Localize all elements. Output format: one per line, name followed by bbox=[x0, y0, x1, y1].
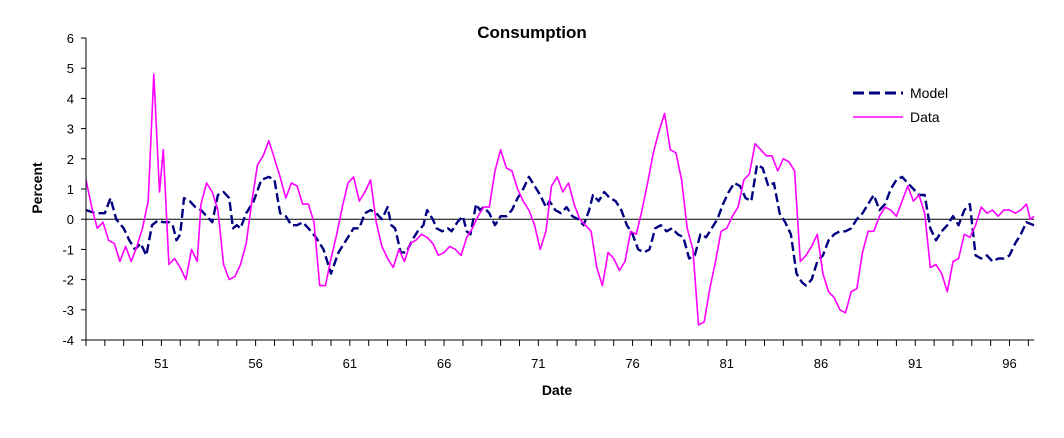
y-tick-label: 5 bbox=[67, 61, 74, 76]
legend-label-model: Model bbox=[910, 85, 948, 101]
y-tick-label: -1 bbox=[62, 242, 74, 257]
x-tick-label: 86 bbox=[814, 356, 828, 371]
x-tick-label: 51 bbox=[154, 356, 168, 371]
x-tick-label: 56 bbox=[248, 356, 262, 371]
y-tick-label: 0 bbox=[67, 212, 74, 227]
x-axis-label: Date bbox=[542, 382, 573, 398]
y-axis-label: Percent bbox=[29, 162, 45, 214]
y-tick-label: 1 bbox=[67, 182, 74, 197]
x-tick-label: 81 bbox=[720, 356, 734, 371]
x-tick-label: 61 bbox=[343, 356, 357, 371]
legend-label-data: Data bbox=[910, 109, 940, 125]
x-tick-label: 91 bbox=[908, 356, 922, 371]
y-tick-label: -3 bbox=[62, 303, 74, 318]
series-line-model bbox=[85, 163, 1035, 287]
y-tick-label: 2 bbox=[67, 152, 74, 167]
series-layer bbox=[85, 73, 1035, 326]
y-tick-label: -4 bbox=[62, 333, 74, 348]
legend: Model Data bbox=[853, 85, 948, 125]
x-tick-label: 66 bbox=[437, 356, 451, 371]
x-tick-label: 71 bbox=[531, 356, 545, 371]
y-tick-label: -2 bbox=[62, 273, 74, 288]
y-tick-label: 4 bbox=[67, 91, 74, 106]
series-line-data bbox=[85, 73, 1035, 326]
x-tick-label: 76 bbox=[625, 356, 639, 371]
x-tick-label: 96 bbox=[1002, 356, 1016, 371]
y-tick-label: 3 bbox=[67, 122, 74, 137]
chart-title: Consumption bbox=[477, 23, 587, 42]
y-tick-label: 6 bbox=[67, 31, 74, 46]
